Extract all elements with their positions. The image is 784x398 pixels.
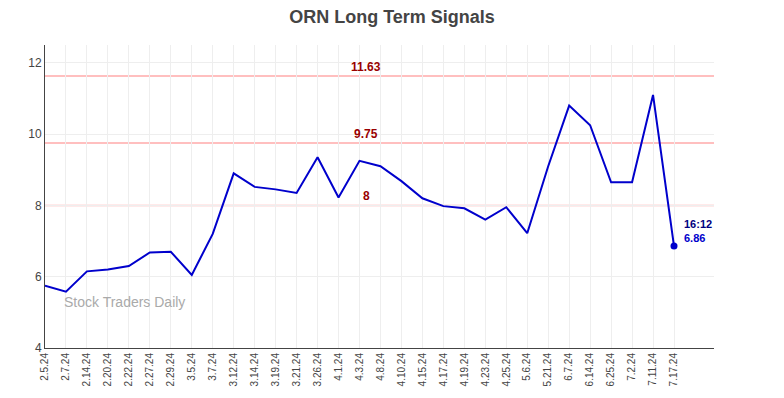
svg-text:5.21.24: 5.21.24 xyxy=(542,353,553,387)
svg-text:4.1.24: 4.1.24 xyxy=(333,353,344,381)
svg-text:3.5.24: 3.5.24 xyxy=(186,353,197,381)
svg-text:4.23.24: 4.23.24 xyxy=(480,353,491,387)
svg-text:11.63: 11.63 xyxy=(351,60,381,74)
svg-text:2.5.24: 2.5.24 xyxy=(39,353,50,381)
svg-text:12: 12 xyxy=(28,56,42,70)
svg-text:10: 10 xyxy=(28,127,42,141)
svg-text:4.17.24: 4.17.24 xyxy=(438,353,449,387)
svg-text:6: 6 xyxy=(35,270,42,284)
svg-text:2.27.24: 2.27.24 xyxy=(144,353,155,387)
svg-text:7.17.24: 7.17.24 xyxy=(668,353,679,387)
svg-text:2.14.24: 2.14.24 xyxy=(81,353,92,387)
svg-text:3.7.24: 3.7.24 xyxy=(207,353,218,381)
svg-text:16:12: 16:12 xyxy=(684,218,712,230)
svg-text:5.6.24: 5.6.24 xyxy=(521,353,532,381)
svg-text:3.19.24: 3.19.24 xyxy=(270,353,281,387)
svg-text:6.7.24: 6.7.24 xyxy=(563,353,574,381)
svg-text:ORN Long Term Signals: ORN Long Term Signals xyxy=(289,7,495,27)
svg-text:4.10.24: 4.10.24 xyxy=(396,353,407,387)
svg-text:6.86: 6.86 xyxy=(684,232,705,244)
svg-text:9.75: 9.75 xyxy=(354,127,378,141)
svg-text:4.3.24: 4.3.24 xyxy=(354,353,365,381)
svg-text:6.25.24: 6.25.24 xyxy=(605,353,616,387)
svg-text:3.14.24: 3.14.24 xyxy=(249,353,260,387)
svg-text:3.21.24: 3.21.24 xyxy=(291,353,302,387)
svg-text:4.19.24: 4.19.24 xyxy=(459,353,470,387)
svg-text:Stock Traders Daily: Stock Traders Daily xyxy=(64,294,185,310)
svg-text:6.14.24: 6.14.24 xyxy=(584,353,595,387)
svg-text:4.8.24: 4.8.24 xyxy=(375,353,386,381)
svg-text:3.12.24: 3.12.24 xyxy=(228,353,239,387)
svg-text:4.15.24: 4.15.24 xyxy=(417,353,428,387)
svg-text:2.7.24: 2.7.24 xyxy=(60,353,71,381)
svg-text:7.11.24: 7.11.24 xyxy=(647,353,658,386)
svg-text:7.2.24: 7.2.24 xyxy=(626,353,637,381)
svg-text:4: 4 xyxy=(35,341,42,355)
svg-text:2.29.24: 2.29.24 xyxy=(165,353,176,387)
svg-text:2.20.24: 2.20.24 xyxy=(102,353,113,387)
svg-text:8: 8 xyxy=(363,189,370,203)
svg-text:8: 8 xyxy=(35,199,42,213)
svg-text:3.26.24: 3.26.24 xyxy=(312,353,323,387)
svg-text:4.25.24: 4.25.24 xyxy=(501,353,512,387)
svg-text:2.22.24: 2.22.24 xyxy=(123,353,134,387)
